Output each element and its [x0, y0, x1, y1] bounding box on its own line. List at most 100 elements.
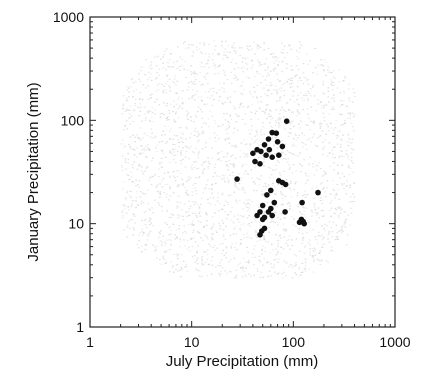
background-point — [224, 101, 226, 103]
data-point — [257, 161, 263, 167]
background-point — [146, 166, 149, 168]
background-point — [335, 192, 338, 195]
data-point — [257, 232, 263, 238]
background-point — [219, 273, 222, 275]
background-point — [144, 146, 147, 148]
background-point — [233, 191, 235, 193]
background-point — [189, 215, 191, 217]
background-point — [184, 60, 187, 62]
background-point — [201, 164, 203, 166]
background-point — [316, 145, 318, 147]
background-point — [151, 107, 154, 109]
background-point — [196, 91, 198, 93]
background-point — [162, 62, 164, 64]
background-point — [165, 69, 168, 71]
background-point — [344, 222, 346, 224]
background-point — [253, 76, 256, 78]
background-point — [275, 85, 277, 87]
background-point — [217, 152, 220, 154]
background-point — [324, 172, 326, 174]
background-point — [168, 112, 171, 114]
background-point — [141, 120, 143, 122]
background-point — [256, 268, 259, 270]
background-point — [180, 150, 183, 152]
background-point — [232, 163, 234, 166]
background-point — [169, 161, 171, 164]
background-point — [211, 115, 214, 117]
background-point — [126, 97, 128, 100]
background-point — [271, 249, 274, 251]
background-point — [124, 158, 127, 160]
background-point — [323, 243, 326, 245]
background-point — [336, 238, 339, 240]
background-point — [193, 152, 196, 154]
background-point — [236, 186, 238, 188]
background-point — [243, 202, 245, 204]
background-point — [164, 241, 166, 243]
background-point — [138, 153, 140, 155]
background-point — [183, 225, 185, 227]
background-point — [180, 153, 182, 155]
background-point — [337, 188, 340, 191]
background-point — [221, 208, 223, 210]
background-point — [168, 58, 171, 61]
background-point — [264, 111, 266, 113]
background-point — [255, 234, 257, 236]
background-point — [317, 165, 320, 167]
background-point — [242, 71, 244, 73]
background-point — [285, 123, 288, 125]
background-point — [289, 167, 291, 169]
background-point — [328, 152, 330, 154]
background-point — [281, 107, 283, 109]
background-point — [146, 134, 148, 136]
background-point — [235, 113, 237, 115]
background-point — [219, 96, 221, 98]
background-point — [136, 156, 138, 158]
background-point — [291, 245, 294, 247]
background-point — [282, 203, 285, 206]
background-point — [216, 247, 218, 249]
background-point — [312, 163, 314, 165]
background-point — [341, 208, 343, 210]
background-point — [304, 246, 306, 248]
background-point — [312, 86, 314, 88]
background-point — [132, 213, 134, 215]
data-point — [259, 202, 266, 209]
background-point — [131, 181, 133, 183]
background-point — [254, 135, 256, 137]
background-point — [276, 57, 279, 59]
background-point — [248, 49, 250, 51]
background-point — [138, 234, 140, 236]
background-point — [286, 239, 288, 242]
background-point — [350, 152, 353, 154]
background-point — [290, 264, 292, 266]
background-point — [177, 270, 179, 272]
background-point — [276, 252, 279, 254]
background-point — [348, 137, 350, 139]
background-point — [232, 132, 235, 134]
background-point — [170, 216, 172, 219]
background-point — [337, 130, 339, 132]
background-point — [316, 258, 319, 260]
background-point — [266, 72, 269, 74]
background-point — [275, 109, 277, 111]
background-point — [165, 261, 168, 263]
background-point — [290, 69, 293, 71]
background-point — [188, 208, 191, 210]
background-point — [222, 103, 224, 105]
background-point — [254, 245, 256, 247]
background-point — [320, 101, 322, 103]
background-point — [254, 91, 256, 93]
background-point — [251, 59, 253, 61]
background-point — [213, 119, 216, 122]
background-point — [216, 153, 219, 155]
background-point — [125, 120, 128, 122]
background-point — [236, 79, 238, 81]
background-point — [334, 127, 337, 129]
background-point — [191, 55, 194, 57]
background-point — [235, 121, 238, 123]
background-point — [236, 146, 238, 148]
background-point — [313, 133, 315, 135]
background-point — [322, 84, 324, 86]
background-point — [187, 118, 189, 120]
